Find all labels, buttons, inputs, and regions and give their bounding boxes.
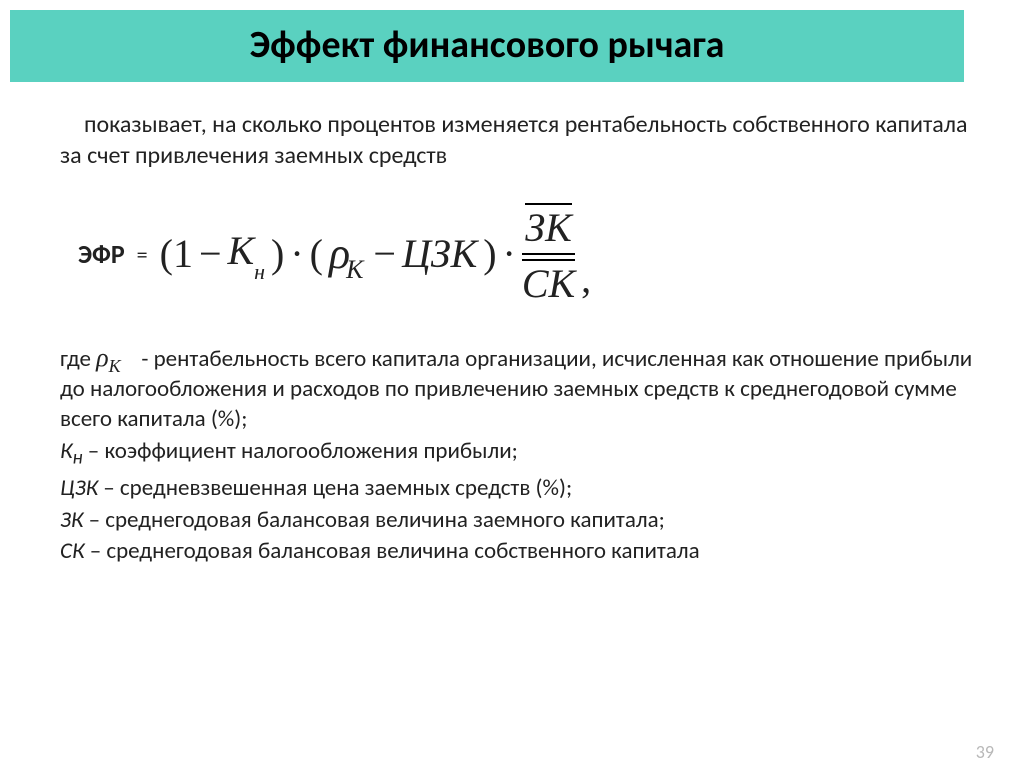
term-kn-sub: н xyxy=(73,447,83,470)
rho-inline-sub: К xyxy=(109,356,121,376)
equals-sign: = xyxy=(137,241,148,268)
def-kn: Кн – коэффициент налогообложения прибыли… xyxy=(60,437,974,472)
paren-close-2: ) xyxy=(483,234,496,274)
var-K: Кн xyxy=(228,231,265,277)
term-czk: ЦЗК xyxy=(60,474,98,502)
var-czk: ЦЗК xyxy=(402,234,477,274)
slide: Эффект финансового рычага показывает, на… xyxy=(0,10,1024,767)
def-sk-text: – среднегодовая балансовая величина собс… xyxy=(85,537,700,565)
intro-text: показывает, на сколько процентов изменяе… xyxy=(60,110,974,171)
minus-2: − xyxy=(373,234,396,274)
formula: ЭФР = (1 − Кн ) · ( ρК − ЦЗК ) · ЗК СК , xyxy=(78,203,974,305)
slide-title: Эффект финансового рычага xyxy=(30,22,944,68)
fraction: ЗК СК xyxy=(522,203,575,305)
where-label: где xyxy=(60,345,91,373)
paren-open-1: (1 xyxy=(160,234,193,274)
term-sk: СК xyxy=(60,537,85,565)
def-czk: ЦЗК – средневзвешенная цена заемных сред… xyxy=(60,474,974,504)
term-kn-letter: К xyxy=(60,437,73,465)
trailing-comma: , xyxy=(581,259,591,299)
frac-numerator: ЗК xyxy=(525,203,571,249)
fraction-bar xyxy=(522,253,575,255)
definitions: где ρК - рентабельность всего капитала о… xyxy=(60,341,974,567)
def-kn-text: – коэффициент налогообложения прибыли; xyxy=(83,437,518,465)
slide-content: показывает, на сколько процентов изменяе… xyxy=(0,82,1024,567)
def-rho: где ρК - рентабельность всего капитала о… xyxy=(60,341,974,435)
title-bar: Эффект финансового рычага xyxy=(10,10,964,82)
var-rho: ρК xyxy=(329,232,367,276)
rho-inline: ρ xyxy=(96,343,108,372)
def-zk-text: – среднегодовая балансовая величина заем… xyxy=(83,506,664,534)
var-K-letter: К xyxy=(228,228,255,273)
dot-1: · xyxy=(290,234,303,274)
term-zk: ЗК xyxy=(60,506,83,534)
dot-2: · xyxy=(503,234,516,274)
page-number: 39 xyxy=(976,741,994,763)
def-sk: СК – среднегодовая балансовая величина с… xyxy=(60,537,974,567)
intro-text-span: показывает, на сколько процентов изменяе… xyxy=(60,110,968,170)
def-zk: ЗК – среднегодовая балансовая величина з… xyxy=(60,506,974,536)
frac-denominator: СК xyxy=(522,259,575,305)
minus-1: − xyxy=(199,234,222,274)
term-kn: Кн xyxy=(60,437,83,465)
rho-sub: К xyxy=(346,255,363,284)
paren-open-2: ( xyxy=(310,234,323,274)
paren-close-1: ) xyxy=(271,234,284,274)
formula-body: (1 − Кн ) · ( ρК − ЦЗК ) · ЗК СК , xyxy=(160,203,591,305)
formula-label: ЭФР xyxy=(78,238,125,270)
def-czk-text: – средневзвешенная цена заемных средств … xyxy=(98,474,572,502)
var-K-sub: н xyxy=(254,259,265,284)
def-rho-text: - рентабельность всего капитала организа… xyxy=(60,345,972,433)
